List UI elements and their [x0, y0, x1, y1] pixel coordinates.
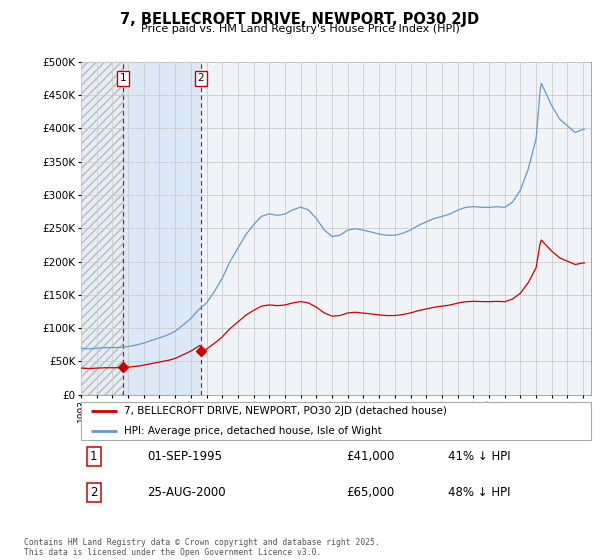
- FancyBboxPatch shape: [81, 402, 591, 440]
- Text: 1: 1: [90, 450, 97, 463]
- Text: £41,000: £41,000: [346, 450, 395, 463]
- Bar: [123, 62, 201, 395]
- Text: Price paid vs. HM Land Registry's House Price Index (HPI): Price paid vs. HM Land Registry's House …: [140, 24, 460, 34]
- Text: 41% ↓ HPI: 41% ↓ HPI: [448, 450, 511, 463]
- Text: £65,000: £65,000: [346, 486, 394, 499]
- Text: 01-SEP-1995: 01-SEP-1995: [148, 450, 223, 463]
- Text: 1: 1: [119, 73, 126, 83]
- Text: 2: 2: [90, 486, 97, 499]
- Text: 7, BELLECROFT DRIVE, NEWPORT, PO30 2JD (detached house): 7, BELLECROFT DRIVE, NEWPORT, PO30 2JD (…: [124, 406, 447, 416]
- Bar: [81, 62, 123, 395]
- Text: HPI: Average price, detached house, Isle of Wight: HPI: Average price, detached house, Isle…: [124, 426, 382, 436]
- Text: Contains HM Land Registry data © Crown copyright and database right 2025.
This d: Contains HM Land Registry data © Crown c…: [24, 538, 380, 557]
- Text: 2: 2: [198, 73, 205, 83]
- Text: 7, BELLECROFT DRIVE, NEWPORT, PO30 2JD: 7, BELLECROFT DRIVE, NEWPORT, PO30 2JD: [121, 12, 479, 27]
- Text: 25-AUG-2000: 25-AUG-2000: [148, 486, 226, 499]
- Text: 48% ↓ HPI: 48% ↓ HPI: [448, 486, 511, 499]
- Bar: [201, 62, 591, 395]
